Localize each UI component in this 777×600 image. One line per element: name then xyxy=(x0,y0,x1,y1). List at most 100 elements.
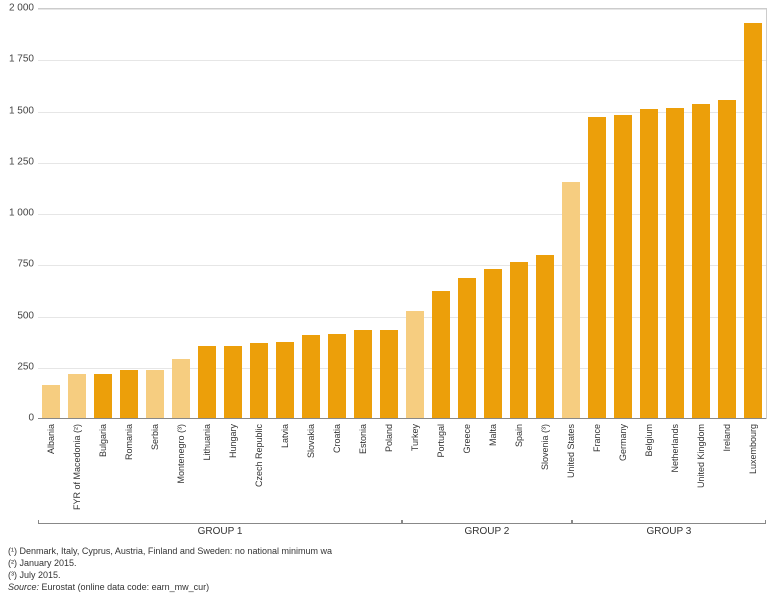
bar-slot xyxy=(116,8,142,418)
x-label-slot: United States xyxy=(558,421,584,521)
x-tick-label: Latvia xyxy=(280,424,290,448)
x-label-slot: Estonia xyxy=(350,421,376,521)
bar xyxy=(328,334,346,418)
bar-slot xyxy=(142,8,168,418)
x-label-slot: Greece xyxy=(454,421,480,521)
bar-slot xyxy=(298,8,324,418)
x-label-slot: Latvia xyxy=(272,421,298,521)
x-tick-label: Albania xyxy=(46,424,56,454)
x-label-slot: Germany xyxy=(610,421,636,521)
x-label-slot: Croatia xyxy=(324,421,350,521)
bar-slot xyxy=(740,8,766,418)
bar xyxy=(614,115,632,418)
x-label-slot: Lithuania xyxy=(194,421,220,521)
bar-slot xyxy=(454,8,480,418)
bar-slot xyxy=(350,8,376,418)
footnote-3: (³) July 2015. xyxy=(8,569,332,581)
bar-slot xyxy=(90,8,116,418)
x-label-slot: Portugal xyxy=(428,421,454,521)
bar-slot xyxy=(480,8,506,418)
y-tick-label: 1 750 xyxy=(0,54,34,65)
x-tick-label: Lithuania xyxy=(202,424,212,461)
bar-slot xyxy=(688,8,714,418)
x-label-slot: Belgium xyxy=(636,421,662,521)
x-label-slot: Netherlands xyxy=(662,421,688,521)
group-label: GROUP 3 xyxy=(572,523,766,539)
x-label-slot: Czech Republic xyxy=(246,421,272,521)
bar xyxy=(588,117,606,418)
y-tick-label: 750 xyxy=(0,259,34,270)
bar-slot xyxy=(246,8,272,418)
group-label-text: GROUP 1 xyxy=(198,524,243,537)
bar-slot xyxy=(532,8,558,418)
x-tick-label: Czech Republic xyxy=(254,424,264,487)
x-tick-label: Germany xyxy=(618,424,628,461)
bar xyxy=(172,359,190,418)
x-label-slot: Poland xyxy=(376,421,402,521)
bar-slot xyxy=(64,8,90,418)
x-label-slot: Ireland xyxy=(714,421,740,521)
x-label-slot: France xyxy=(584,421,610,521)
bar-container xyxy=(38,8,766,418)
x-tick-label: United States xyxy=(566,424,576,478)
x-tick-label: Estonia xyxy=(358,424,368,454)
bar xyxy=(120,370,138,418)
footnote-1: (¹) Denmark, Italy, Cyprus, Austria, Fin… xyxy=(8,545,332,557)
x-label-slot: Luxembourg xyxy=(740,421,766,521)
x-tick-label: France xyxy=(592,424,602,452)
x-tick-label: Belgium xyxy=(644,424,654,457)
bar xyxy=(276,342,294,418)
x-tick-label: Hungary xyxy=(228,424,238,458)
x-tick-label: Bulgaria xyxy=(98,424,108,457)
bar-slot xyxy=(662,8,688,418)
footnote-source: Source: Eurostat (online data code: earn… xyxy=(8,581,332,593)
bar-slot xyxy=(558,8,584,418)
bar-slot xyxy=(376,8,402,418)
bar xyxy=(666,108,684,418)
group-labels: GROUP 1 GROUP 2 GROUP 3 xyxy=(38,523,766,539)
group-label: GROUP 1 xyxy=(38,523,402,539)
x-axis-labels: Albania FYR of Macedonia (²) Bulgaria Roman… xyxy=(38,421,766,521)
x-axis xyxy=(38,418,766,419)
x-tick-label: Romania xyxy=(124,424,134,460)
x-label-slot: Romania xyxy=(116,421,142,521)
bar xyxy=(744,23,762,418)
x-tick-label: Spain xyxy=(514,424,524,447)
group-label: GROUP 2 xyxy=(402,523,572,539)
bar xyxy=(692,104,710,418)
bar-slot xyxy=(714,8,740,418)
group-label-text: GROUP 2 xyxy=(465,524,510,537)
bar xyxy=(380,330,398,418)
x-tick-label: Slovenia (³) xyxy=(540,424,550,470)
bar xyxy=(146,370,164,418)
bar xyxy=(354,330,372,418)
source-text: Eurostat (online data code: earn_mw_cur) xyxy=(42,582,210,592)
bar xyxy=(94,374,112,418)
bar-slot xyxy=(220,8,246,418)
bar xyxy=(458,278,476,418)
bar xyxy=(406,311,424,418)
bar-slot xyxy=(428,8,454,418)
x-tick-label: United Kingdom xyxy=(696,424,706,488)
bar-slot xyxy=(636,8,662,418)
x-tick-label: Poland xyxy=(384,424,394,452)
bar xyxy=(250,343,268,418)
bar xyxy=(68,374,86,418)
x-tick-label: Ireland xyxy=(722,424,732,452)
bar xyxy=(536,255,554,418)
bar-slot xyxy=(272,8,298,418)
x-tick-label: Greece xyxy=(462,424,472,454)
y-tick-label: 1 250 xyxy=(0,156,34,167)
x-label-slot: Slovakia xyxy=(298,421,324,521)
x-label-slot: FYR of Macedonia (²) xyxy=(64,421,90,521)
group-label-text: GROUP 3 xyxy=(647,524,692,537)
x-tick-label: Netherlands xyxy=(670,424,680,473)
x-tick-label: Luxembourg xyxy=(748,424,758,474)
x-label-slot: Bulgaria xyxy=(90,421,116,521)
bar-slot xyxy=(506,8,532,418)
bar xyxy=(718,100,736,418)
x-label-slot: Serbia xyxy=(142,421,168,521)
x-tick-label: Portugal xyxy=(436,424,446,458)
x-label-slot: Malta xyxy=(480,421,506,521)
bar-slot xyxy=(38,8,64,418)
